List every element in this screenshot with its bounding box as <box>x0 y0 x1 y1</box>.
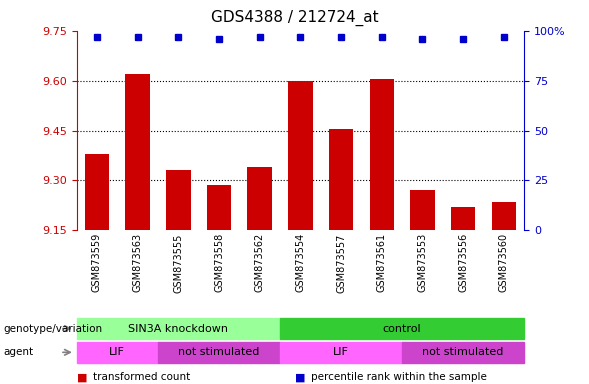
Text: ■: ■ <box>294 372 305 382</box>
Bar <box>85 154 109 230</box>
Text: GDS4388 / 212724_at: GDS4388 / 212724_at <box>211 10 378 26</box>
Bar <box>247 167 272 230</box>
Text: genotype/variation: genotype/variation <box>3 323 102 334</box>
Text: SIN3A knockdown: SIN3A knockdown <box>128 323 229 334</box>
Text: not stimulated: not stimulated <box>178 347 260 358</box>
Bar <box>492 202 516 230</box>
Bar <box>166 170 190 230</box>
Text: transformed count: transformed count <box>93 372 190 382</box>
Text: not stimulated: not stimulated <box>422 347 504 358</box>
Bar <box>369 79 394 230</box>
Text: ■: ■ <box>77 372 87 382</box>
Text: percentile rank within the sample: percentile rank within the sample <box>311 372 487 382</box>
Bar <box>411 190 435 230</box>
Bar <box>288 81 313 230</box>
Text: agent: agent <box>3 347 33 358</box>
Bar <box>451 207 475 230</box>
Bar <box>125 74 150 230</box>
Text: control: control <box>383 323 422 334</box>
Bar <box>207 185 231 230</box>
Bar <box>329 129 353 230</box>
Text: LIF: LIF <box>110 347 125 358</box>
Text: LIF: LIF <box>333 347 349 358</box>
